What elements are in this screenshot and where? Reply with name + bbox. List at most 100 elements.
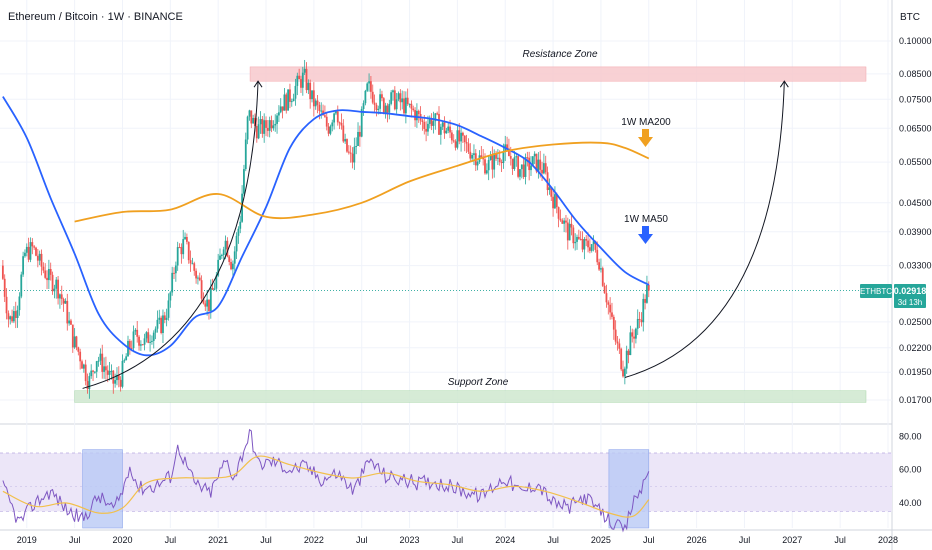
candle-body [495, 153, 497, 159]
time-tick-label: 2027 [782, 535, 802, 545]
time-tick-label: 2025 [591, 535, 611, 545]
candle-body [605, 293, 608, 303]
candle-body [428, 118, 431, 124]
candle-body [11, 316, 13, 322]
candle-body [329, 126, 332, 134]
candle-body [541, 169, 543, 174]
candle-body [294, 85, 297, 99]
candle-body [165, 317, 168, 320]
rsi-panel [0, 428, 892, 533]
candle-body [49, 269, 52, 275]
candle-body [44, 270, 47, 278]
candle-body [511, 158, 514, 169]
rsi-ma-line [2, 455, 650, 518]
candle-body [647, 284, 650, 291]
candle-body [469, 151, 472, 159]
candle-body [139, 344, 142, 346]
candle-body [623, 368, 626, 377]
price-tick-label: 0.04500 [899, 198, 932, 208]
candle-body [572, 227, 575, 244]
candle-body [452, 140, 455, 142]
candle-body [585, 239, 588, 241]
candle-body [255, 126, 258, 139]
candle-body [97, 360, 100, 362]
candle-body [327, 126, 330, 134]
candle-body [587, 240, 589, 248]
candle-body [29, 242, 32, 260]
candle-body [215, 275, 218, 289]
candle-body [246, 116, 249, 140]
candle-body [51, 274, 54, 292]
candle-body [35, 247, 37, 256]
candle-body [70, 320, 72, 325]
candle-body [555, 194, 558, 208]
candle-body [636, 318, 639, 329]
candle-body [546, 172, 549, 191]
candle-body [198, 277, 201, 281]
resistance-zone [249, 66, 867, 82]
candle-body [117, 374, 120, 380]
candle-body [128, 340, 131, 348]
candle-body [430, 118, 433, 126]
time-tick-label: 2021 [208, 535, 228, 545]
candle-body [125, 356, 128, 361]
candle-body [209, 287, 212, 311]
candle-body [432, 121, 435, 126]
candle-body [353, 146, 356, 163]
candle-body [279, 106, 282, 113]
candle-body [335, 111, 337, 114]
candle-body [596, 249, 599, 263]
candle-body [331, 122, 334, 127]
candle-body [276, 115, 278, 124]
candle-body [307, 82, 310, 91]
candle-body [174, 265, 177, 274]
candle-body [176, 247, 179, 266]
price-tick-label: 0.10000 [899, 36, 932, 46]
candle-body [20, 274, 23, 297]
candle-body [458, 130, 461, 142]
candle-body [423, 122, 426, 129]
candle-body [346, 139, 348, 152]
candle-body [296, 75, 299, 86]
candle-body [281, 106, 284, 111]
candle-body [526, 157, 529, 159]
candle-body [340, 122, 343, 126]
candle-body [384, 105, 387, 113]
candle-body [612, 316, 615, 330]
candle-body [197, 277, 199, 279]
candle-body [193, 263, 196, 271]
candle-body [629, 332, 632, 356]
candle-body [3, 278, 6, 297]
candle-body [579, 238, 582, 240]
candle-body [640, 319, 643, 323]
candle-body [515, 156, 518, 158]
candle-body [441, 122, 444, 127]
time-tick-label: Jul [739, 535, 751, 545]
candle-body [382, 98, 385, 113]
candle-body [5, 296, 8, 314]
time-tick-label: 2022 [304, 535, 324, 545]
candle-body [513, 157, 516, 169]
candle-body [438, 113, 440, 135]
candle-body [559, 218, 562, 221]
candle-body [550, 187, 553, 197]
candle-body [443, 122, 446, 134]
candle-body [228, 256, 231, 262]
candle-body [522, 164, 525, 177]
candle-body [616, 341, 619, 344]
candle-body [185, 236, 188, 242]
candle-body [618, 343, 621, 349]
candle-body [18, 296, 21, 311]
candle-body [320, 110, 323, 112]
candle-body [121, 360, 124, 387]
candle-body [463, 135, 466, 143]
time-tick-label: 2023 [400, 535, 420, 545]
time-tick-label: Jul [69, 535, 81, 545]
candle-body [156, 319, 159, 329]
candle-body [631, 332, 634, 337]
candle-body [485, 170, 488, 174]
candle-body [59, 294, 61, 299]
candle-body [530, 165, 532, 171]
candle-body [237, 228, 240, 236]
